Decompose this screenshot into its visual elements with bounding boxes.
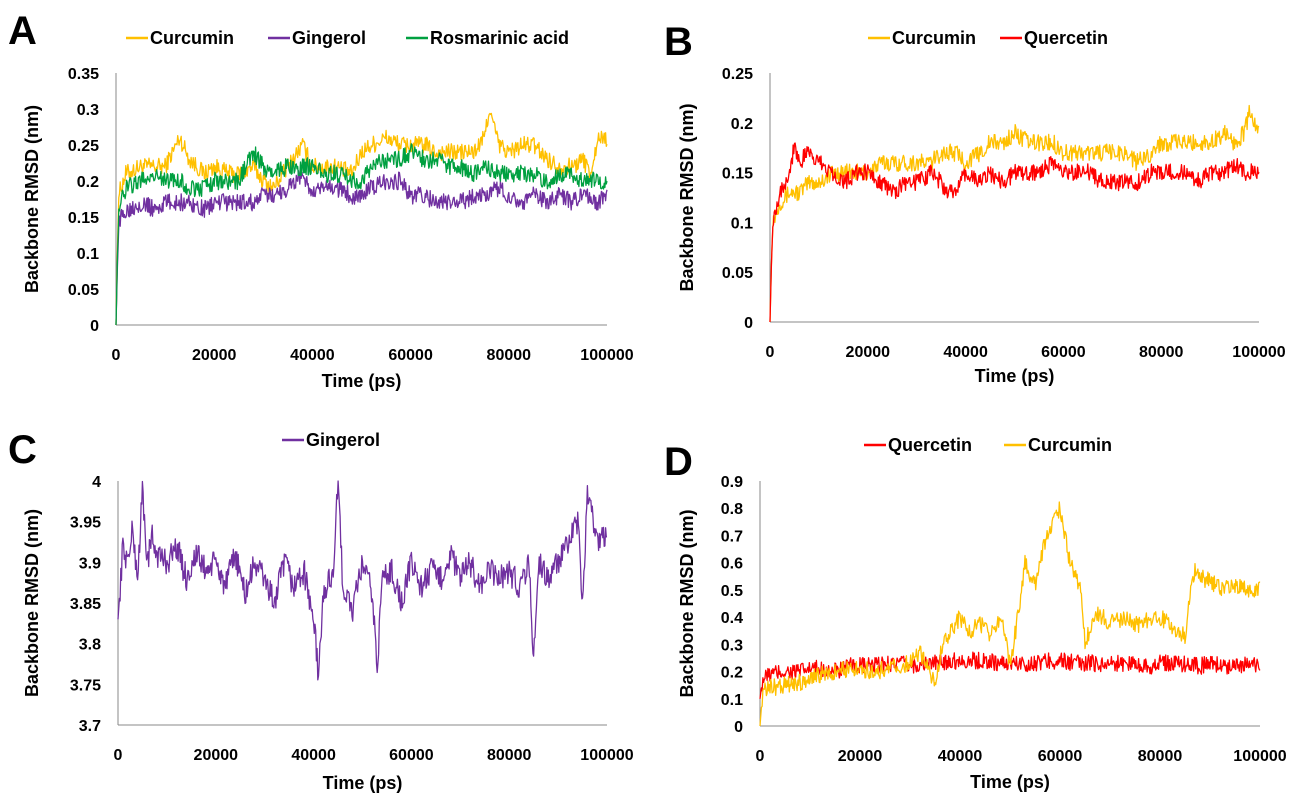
legend-label-curcumin: Curcumin [892, 28, 976, 48]
y-tick-label: 0.3 [721, 637, 743, 654]
y-tick-label: 0 [90, 318, 99, 335]
chart-panel-c: 3.7 3.75 3.8 3.85 3.9 3.95 4 0 20000 40000 60000 80… [22, 430, 634, 793]
x-tick-label: 80000 [1138, 748, 1183, 765]
panel-label-b: B [664, 20, 693, 64]
legend-label-curcumin: Curcumin [150, 28, 234, 48]
x-tick-label: 20000 [846, 344, 891, 361]
panel-label-a: A [8, 9, 37, 53]
y-axis-title: Backbone RMSD (nm) [677, 509, 697, 697]
y-tick-label: 0.1 [77, 246, 99, 263]
x-tick-label: 60000 [1041, 344, 1086, 361]
y-tick-label: 0.25 [68, 138, 99, 155]
x-tick-label: 0 [112, 347, 121, 364]
x-tick-label: 20000 [838, 748, 883, 765]
x-tick-label: 40000 [291, 747, 336, 764]
y-tick-label: 0.35 [68, 66, 99, 83]
legend-label-curcumin: Curcumin [1028, 435, 1112, 455]
chart-panel-d: 0 0.1 0.2 0.3 0.4 0.5 0.6 0.7 0.8 0.9 0 20000 40000 6… [677, 435, 1287, 792]
legend-label-quercetin: Quercetin [1024, 28, 1108, 48]
x-tick-label: 100000 [580, 347, 633, 364]
legend-label-rosmarinic-acid: Rosmarinic acid [430, 28, 569, 48]
x-tick-label: 100000 [580, 747, 633, 764]
y-tick-label: 0.5 [721, 583, 743, 600]
series-line-quercetin [769, 142, 1260, 323]
x-tick-label: 0 [756, 748, 765, 765]
y-tick-label: 0.2 [721, 665, 743, 682]
x-tick-label: 20000 [194, 747, 239, 764]
y-tick-label: 3.85 [70, 596, 101, 613]
chart-panel-a: 0 0.05 0.1 0.15 0.2 0.25 0.3 0.35 0 20000 40000 600… [22, 28, 634, 391]
chart-panel-b: 0 0.05 0.1 0.15 0.2 0.25 0 20000 40000 60000 80000… [677, 28, 1286, 386]
y-tick-label: 0.1 [721, 692, 743, 709]
x-tick-label: 60000 [388, 347, 433, 364]
y-tick-label: 0.6 [721, 556, 743, 573]
y-tick-label: 0.2 [77, 174, 99, 191]
x-tick-label: 80000 [487, 347, 532, 364]
y-tick-label: 0.05 [68, 282, 99, 299]
y-tick-label: 3.7 [79, 718, 101, 735]
x-tick-label: 100000 [1233, 748, 1286, 765]
series-line-gingerol [115, 170, 608, 326]
x-tick-label: 80000 [487, 747, 532, 764]
y-axis-title: Backbone RMSD (nm) [677, 103, 697, 291]
y-tick-label: 0.2 [731, 116, 753, 133]
y-axis-title: Backbone RMSD (nm) [22, 105, 42, 293]
y-axis-title: Backbone RMSD (nm) [22, 509, 42, 697]
legend-label-gingerol: Gingerol [292, 28, 366, 48]
series-line-rosmarinic-acid [115, 143, 608, 326]
x-axis-title: Time (ps) [323, 773, 403, 793]
x-axis-title: Time (ps) [975, 366, 1055, 386]
x-tick-label: 100000 [1232, 344, 1285, 361]
y-tick-label: 3.75 [70, 677, 101, 694]
x-tick-label: 40000 [943, 344, 988, 361]
y-tick-label: 0.25 [722, 66, 753, 83]
series-line-curcumin [759, 501, 1261, 727]
y-tick-label: 0.15 [722, 166, 753, 183]
series-line-gingerol [117, 480, 608, 681]
y-tick-label: 3.8 [79, 637, 101, 654]
x-axis-title: Time (ps) [970, 772, 1050, 792]
y-tick-label: 0.7 [721, 528, 743, 545]
x-tick-label: 20000 [192, 347, 237, 364]
series-line-curcumin [115, 112, 608, 326]
y-tick-label: 4 [92, 474, 101, 491]
panel-label-c: C [8, 428, 37, 472]
legend-label-gingerol: Gingerol [306, 430, 380, 450]
x-tick-label: 60000 [1038, 748, 1083, 765]
y-tick-label: 3.9 [79, 555, 101, 572]
x-tick-label: 0 [114, 747, 123, 764]
y-tick-label: 0.05 [722, 265, 753, 282]
x-tick-label: 40000 [290, 347, 335, 364]
y-tick-label: 3.95 [70, 515, 101, 532]
x-tick-label: 40000 [938, 748, 983, 765]
y-tick-label: 0.9 [721, 474, 743, 491]
y-tick-label: 0.3 [77, 102, 99, 119]
y-tick-label: 0.1 [731, 215, 753, 232]
x-tick-label: 80000 [1139, 344, 1184, 361]
series-line-curcumin [769, 104, 1260, 323]
x-tick-label: 0 [766, 344, 775, 361]
panel-label-d: D [664, 440, 693, 484]
y-tick-label: 0 [744, 315, 753, 332]
y-tick-label: 0.4 [721, 610, 743, 627]
x-axis-title: Time (ps) [322, 371, 402, 391]
legend-label-quercetin: Quercetin [888, 435, 972, 455]
y-tick-label: 0.8 [721, 501, 743, 518]
x-tick-label: 60000 [389, 747, 434, 764]
y-tick-label: 0 [734, 719, 743, 736]
y-tick-label: 0.15 [68, 210, 99, 227]
